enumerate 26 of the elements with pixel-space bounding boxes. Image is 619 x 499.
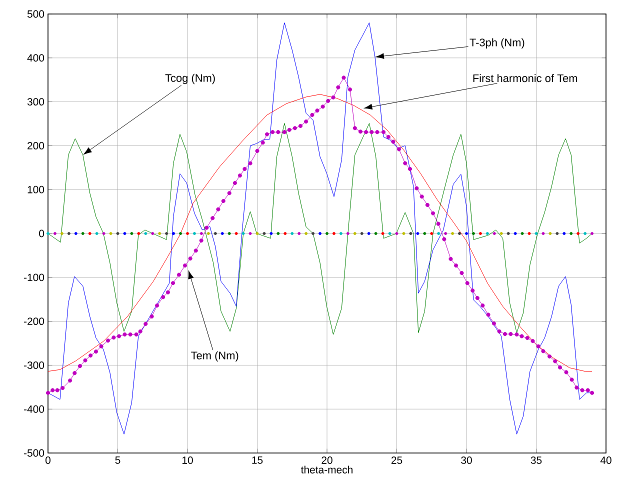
line-series [48, 123, 592, 335]
y-tick-label: 300 [27, 98, 44, 106]
y-tick-label: 0 [39, 230, 44, 238]
x-tick-label: 10 [182, 456, 193, 464]
x-tick-label: 15 [252, 456, 263, 464]
y-tick-label: -500 [24, 449, 44, 457]
y-tick-label: 100 [28, 186, 44, 194]
x-tick-label: 35 [530, 456, 542, 464]
y-tick-label: -100 [24, 274, 44, 282]
y-tick-label: 200 [28, 142, 44, 150]
x-tick-label: 0 [45, 456, 50, 464]
x-tick-label: 5 [115, 456, 120, 464]
y-tick-label: 400 [27, 54, 44, 62]
y-tick-label: 500 [27, 10, 44, 18]
x-tick-label: 30 [461, 456, 472, 464]
x-tick-label: 20 [322, 456, 332, 464]
annotation: Tem (Nm) [191, 351, 238, 362]
x-tick-label: 40 [600, 456, 612, 464]
y-tick-label: -300 [24, 362, 44, 369]
annotation: Tcog (Nm) [165, 74, 215, 84]
y-tick-label: -400 [24, 405, 44, 413]
y-tick-label: -200 [24, 318, 44, 326]
annotation: T-3ph (Nm) [470, 38, 524, 49]
x-axis-title: theta-mech [300, 466, 352, 474]
annotation: First harmonic of Tem [473, 74, 578, 82]
x-tick-label: 25 [391, 456, 402, 464]
